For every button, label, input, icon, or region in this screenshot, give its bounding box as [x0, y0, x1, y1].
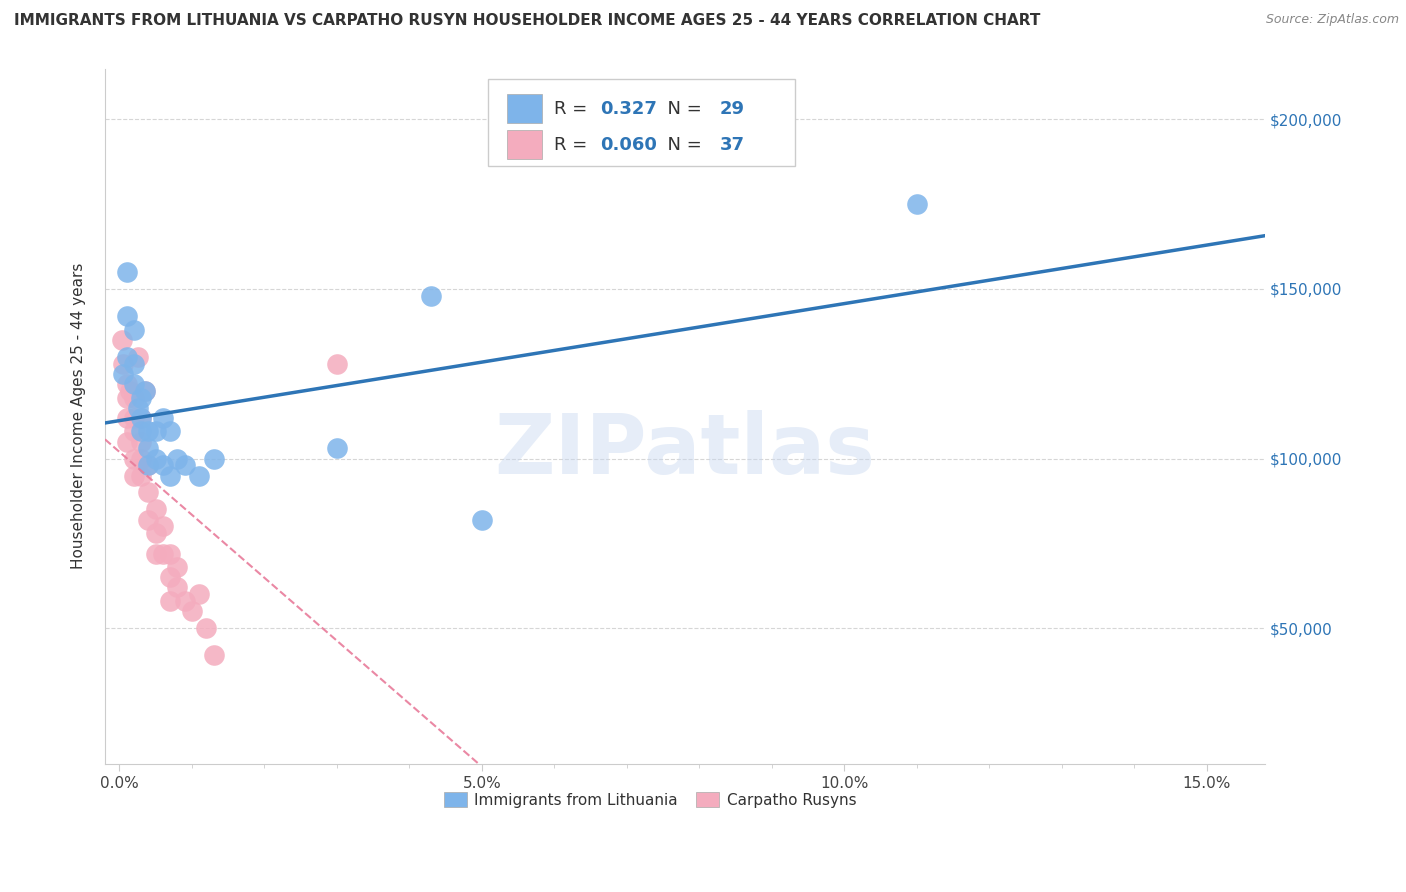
- Point: [129, 410, 152, 425]
- Point: [159, 425, 181, 439]
- Legend: Immigrants from Lithuania, Carpatho Rusyns: Immigrants from Lithuania, Carpatho Rusy…: [436, 784, 863, 815]
- Point: [181, 604, 204, 618]
- Text: R =: R =: [554, 100, 593, 118]
- Point: [134, 384, 156, 398]
- Point: [129, 425, 152, 439]
- Point: [145, 526, 167, 541]
- Point: [905, 197, 928, 211]
- Point: [166, 560, 188, 574]
- Text: R =: R =: [554, 136, 593, 153]
- Text: Source: ZipAtlas.com: Source: ZipAtlas.com: [1265, 13, 1399, 27]
- Text: 0.327: 0.327: [600, 100, 657, 118]
- Point: [326, 442, 349, 456]
- Point: [152, 547, 174, 561]
- Point: [129, 468, 152, 483]
- Point: [115, 350, 138, 364]
- Point: [122, 391, 145, 405]
- Point: [138, 513, 160, 527]
- Point: [420, 289, 443, 303]
- Text: IMMIGRANTS FROM LITHUANIA VS CARPATHO RUSYN HOUSEHOLDER INCOME AGES 25 - 44 YEAR: IMMIGRANTS FROM LITHUANIA VS CARPATHO RU…: [14, 13, 1040, 29]
- Point: [127, 350, 149, 364]
- FancyBboxPatch shape: [508, 95, 543, 123]
- Point: [173, 594, 195, 608]
- Point: [166, 451, 188, 466]
- Point: [471, 513, 494, 527]
- Point: [112, 357, 135, 371]
- Point: [173, 458, 195, 473]
- Point: [122, 376, 145, 391]
- Point: [138, 485, 160, 500]
- Text: ZIPatlas: ZIPatlas: [495, 410, 876, 491]
- Point: [120, 384, 142, 398]
- Point: [188, 468, 211, 483]
- Point: [152, 410, 174, 425]
- Point: [145, 547, 167, 561]
- Point: [115, 391, 138, 405]
- Point: [129, 410, 152, 425]
- Point: [159, 468, 181, 483]
- Point: [326, 357, 349, 371]
- Point: [159, 594, 181, 608]
- Point: [166, 581, 188, 595]
- Point: [115, 410, 138, 425]
- FancyBboxPatch shape: [508, 130, 543, 160]
- Point: [129, 451, 152, 466]
- Point: [127, 401, 149, 415]
- Point: [111, 333, 134, 347]
- Point: [152, 519, 174, 533]
- Point: [202, 451, 225, 466]
- Point: [188, 587, 211, 601]
- Point: [115, 376, 138, 391]
- Text: 29: 29: [720, 100, 745, 118]
- Point: [115, 265, 138, 279]
- Point: [122, 323, 145, 337]
- Point: [195, 621, 218, 635]
- Point: [115, 434, 138, 449]
- Point: [202, 648, 225, 663]
- Point: [122, 468, 145, 483]
- Point: [145, 502, 167, 516]
- Point: [122, 410, 145, 425]
- Point: [129, 391, 152, 405]
- Point: [115, 309, 138, 323]
- Text: 37: 37: [720, 136, 745, 153]
- Point: [138, 458, 160, 473]
- Point: [152, 458, 174, 473]
- Point: [122, 425, 145, 439]
- Point: [159, 547, 181, 561]
- Y-axis label: Householder Income Ages 25 - 44 years: Householder Income Ages 25 - 44 years: [72, 263, 86, 569]
- Point: [112, 367, 135, 381]
- FancyBboxPatch shape: [488, 79, 794, 166]
- Point: [122, 451, 145, 466]
- Point: [138, 442, 160, 456]
- Text: N =: N =: [655, 136, 707, 153]
- Text: N =: N =: [655, 100, 707, 118]
- Point: [138, 458, 160, 473]
- Point: [138, 425, 160, 439]
- Point: [134, 384, 156, 398]
- Text: 0.060: 0.060: [600, 136, 657, 153]
- Point: [159, 570, 181, 584]
- Point: [145, 451, 167, 466]
- Point: [122, 357, 145, 371]
- Point: [145, 425, 167, 439]
- Point: [129, 434, 152, 449]
